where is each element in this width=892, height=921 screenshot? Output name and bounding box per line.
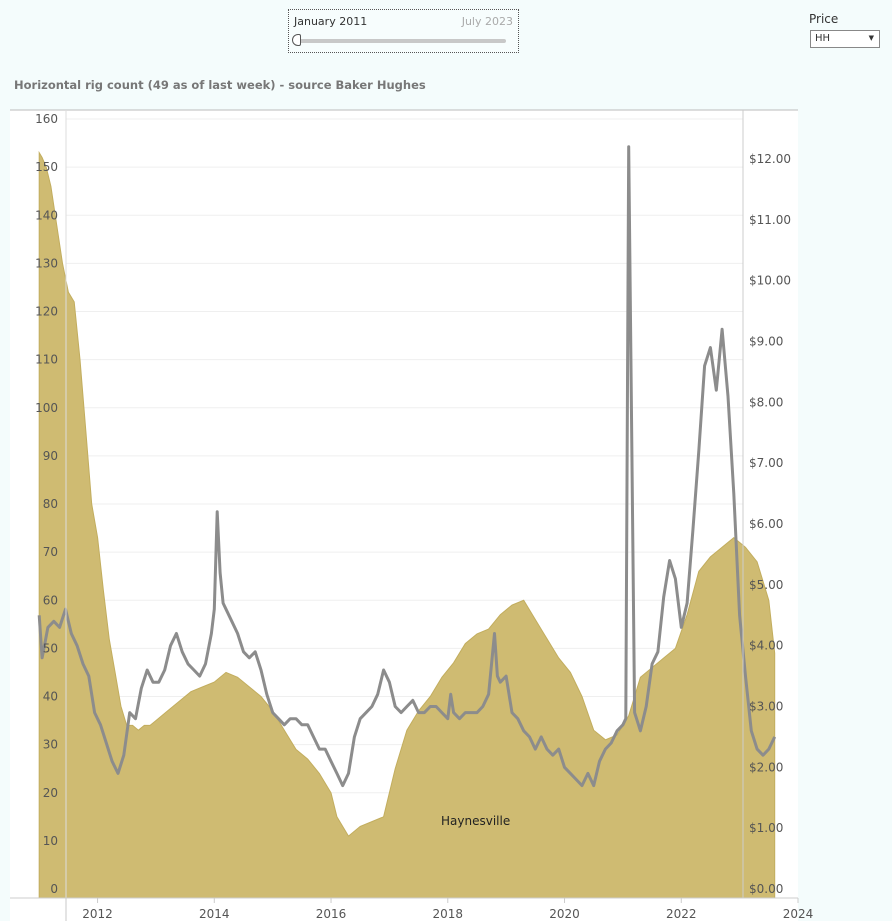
left-tick-label: 50 bbox=[43, 641, 58, 655]
left-tick-label: 20 bbox=[43, 786, 58, 800]
price-select[interactable]: HH ▼ bbox=[810, 30, 880, 48]
left-tick-label: 90 bbox=[43, 449, 58, 463]
chevron-down-icon[interactable]: ▼ bbox=[868, 34, 874, 42]
left-tick-label: 150 bbox=[35, 160, 58, 174]
date-filter-start-label: January 2011 bbox=[294, 15, 368, 28]
x-axis-ticks: 2012 2014 2016 2018 2020 2022 2024 bbox=[82, 898, 813, 921]
date-filter-end-label: July 2023 bbox=[461, 15, 513, 28]
left-tick-label: 130 bbox=[35, 256, 58, 270]
x-tick-label: 2024 bbox=[783, 907, 814, 921]
left-tick-label: 10 bbox=[43, 834, 58, 848]
right-tick-label: $6.00 bbox=[749, 517, 783, 531]
price-select-value: HH bbox=[815, 33, 831, 44]
right-tick-label: $7.00 bbox=[749, 456, 783, 470]
right-tick-label: $3.00 bbox=[749, 700, 783, 714]
left-tick-label: 70 bbox=[43, 545, 58, 559]
price-line bbox=[37, 145, 777, 788]
left-tick-label: 40 bbox=[43, 690, 58, 704]
right-tick-label: $2.00 bbox=[749, 760, 783, 774]
right-tick-label: $1.00 bbox=[749, 821, 783, 835]
x-tick-label: 2016 bbox=[316, 907, 347, 921]
x-tick-label: 2022 bbox=[666, 907, 697, 921]
right-tick-label: $5.00 bbox=[749, 578, 783, 592]
right-tick-label: $11.00 bbox=[749, 213, 791, 227]
right-tick-label: $8.00 bbox=[749, 395, 783, 409]
right-tick-label: $9.00 bbox=[749, 335, 783, 349]
left-tick-label: 110 bbox=[35, 353, 58, 367]
left-tick-label: 80 bbox=[43, 497, 58, 511]
date-range-filter[interactable]: January 2011 July 2023 bbox=[288, 9, 519, 53]
date-slider-handle[interactable] bbox=[292, 34, 301, 46]
price-filter-label: Price bbox=[809, 12, 839, 26]
right-axis-ticks: $0.00 $1.00 $2.00 $3.00 $4.00 $5.00 $6.00 $7.00… bbox=[749, 152, 791, 896]
haynesville-annotation: Haynesville bbox=[441, 814, 510, 828]
x-tick-label: 2014 bbox=[199, 907, 230, 921]
left-axis-ticks: 0 10 20 30 40 50 60 70 80 90 100 110 120 130 140 150 160 bbox=[35, 112, 58, 896]
x-tick-label: 2012 bbox=[82, 907, 113, 921]
right-tick-label: $0.00 bbox=[749, 882, 783, 896]
left-tick-label: 120 bbox=[35, 305, 58, 319]
right-tick-label: $10.00 bbox=[749, 274, 791, 288]
left-tick-label: 0 bbox=[50, 882, 58, 896]
date-slider-track[interactable] bbox=[297, 39, 506, 43]
chart-title: Horizontal rig count (49 as of last week… bbox=[14, 78, 426, 92]
left-tick-label: 160 bbox=[35, 112, 58, 126]
left-tick-label: 140 bbox=[35, 208, 58, 222]
x-tick-label: 2020 bbox=[549, 907, 580, 921]
x-tick-label: 2018 bbox=[433, 907, 464, 921]
right-tick-label: $4.00 bbox=[749, 639, 783, 653]
line-layer bbox=[37, 145, 777, 788]
left-tick-label: 60 bbox=[43, 593, 58, 607]
left-tick-label: 30 bbox=[43, 738, 58, 752]
right-tick-label: $12.00 bbox=[749, 152, 791, 166]
left-tick-label: 100 bbox=[35, 401, 58, 415]
